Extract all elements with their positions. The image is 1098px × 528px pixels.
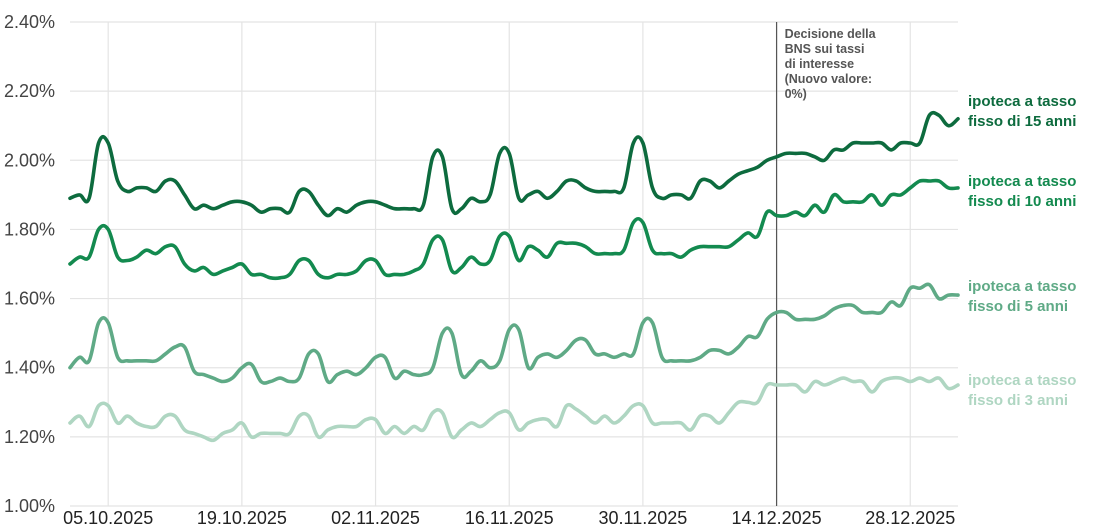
y-tick-label: 1.60% bbox=[4, 289, 55, 309]
series-label-15y: fisso di 15 anni bbox=[968, 113, 1076, 130]
y-tick-label: 2.00% bbox=[4, 150, 55, 170]
x-tick-label: 28.12.2025 bbox=[865, 508, 955, 528]
annotation-text: (Nuovo valore: bbox=[785, 72, 873, 86]
series-labels: ipoteca a tasso fisso di 15 anni ipoteca a… bbox=[968, 93, 1076, 409]
y-tick-label: 1.80% bbox=[4, 219, 55, 239]
x-tick-label: 16.11.2025 bbox=[465, 508, 554, 528]
x-tick-label: 19.10.2025 bbox=[197, 508, 287, 528]
y-tick-label: 1.00% bbox=[4, 496, 55, 516]
series-line-10y bbox=[68, 178, 960, 281]
annotation-text: 0%) bbox=[785, 87, 807, 101]
x-tick-label: 02.11.2025 bbox=[331, 508, 420, 528]
series-label-10y: ipoteca a tasso bbox=[968, 173, 1076, 190]
series-line-3y bbox=[68, 375, 960, 443]
series-line-15y bbox=[68, 110, 960, 218]
x-tick-label: 30.11.2025 bbox=[599, 508, 688, 528]
annotation-text: Decisione della bbox=[785, 27, 877, 41]
x-tick-label: 05.10.2025 bbox=[63, 508, 153, 528]
series-label-3y: ipoteca a tasso bbox=[968, 372, 1076, 389]
annotation-text: di interesse bbox=[785, 57, 855, 71]
x-tick-label: 14.12.2025 bbox=[732, 508, 822, 528]
y-axis-ticks: 1.00% 1.20% 1.40% 1.60% 1.80% 2.00% 2.20% 2.40% bbox=[4, 12, 55, 516]
series-label-5y: ipoteca a tasso bbox=[968, 278, 1076, 295]
series-line-5y bbox=[68, 282, 960, 385]
series-label-10y: fisso di 10 anni bbox=[968, 193, 1076, 210]
y-tick-label: 2.20% bbox=[4, 81, 55, 101]
y-tick-label: 1.20% bbox=[4, 427, 55, 447]
y-tick-label: 2.40% bbox=[4, 12, 55, 32]
x-axis-ticks: 05.10.2025 19.10.2025 02.11.2025 16.11.2025… bbox=[63, 508, 955, 528]
series-label-3y: fisso di 3 anni bbox=[968, 392, 1068, 409]
grid bbox=[70, 21, 958, 507]
series-label-5y: fisso di 5 anni bbox=[968, 298, 1068, 315]
series-label-15y: ipoteca a tasso bbox=[968, 93, 1076, 110]
annotation-text: BNS sui tassi bbox=[785, 42, 865, 56]
series-lines bbox=[68, 110, 960, 443]
y-tick-label: 1.40% bbox=[4, 358, 55, 378]
